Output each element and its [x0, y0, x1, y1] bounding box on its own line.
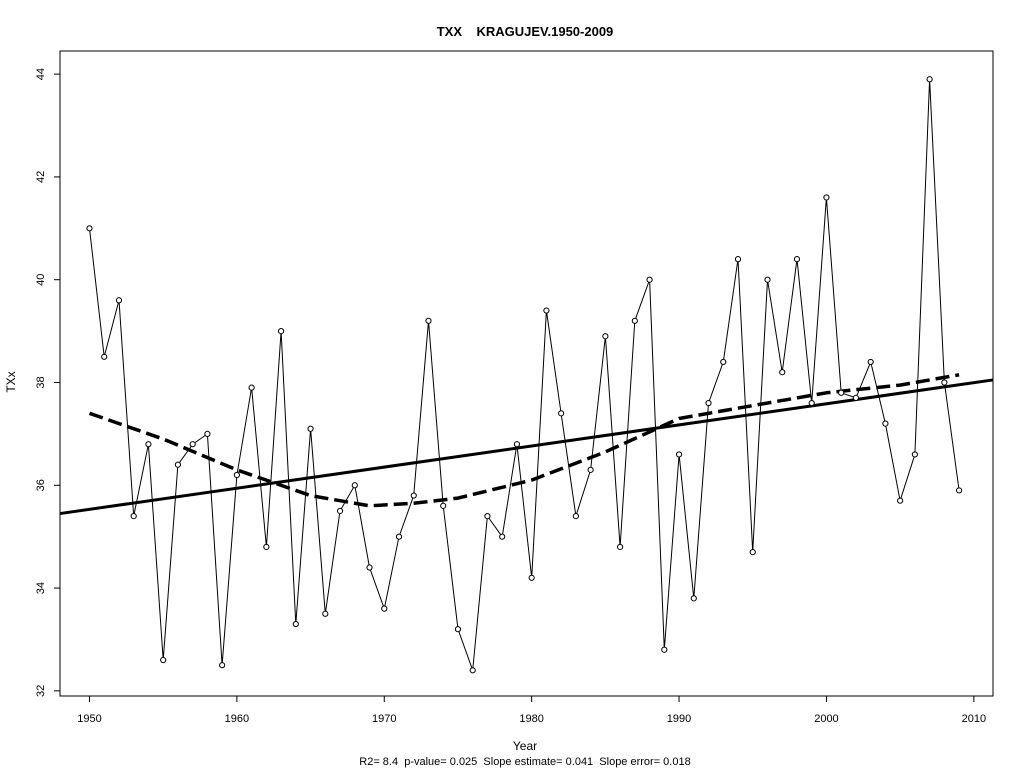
data-point — [749, 548, 756, 556]
y-tick-label: 36 — [35, 479, 47, 491]
data-point — [675, 451, 683, 458]
data-point — [911, 451, 918, 458]
y-tick-label: 38 — [35, 376, 47, 388]
y-axis-label: TXx — [4, 371, 18, 392]
data-point — [277, 327, 285, 335]
data-point — [690, 595, 697, 602]
smoothed-trend-line — [88, 373, 960, 508]
data-point — [381, 605, 388, 612]
data-point — [955, 487, 963, 494]
observed-series-line — [89, 79, 960, 671]
data-point — [189, 441, 196, 448]
data-point — [808, 399, 815, 407]
data-point — [395, 533, 403, 540]
data-point — [528, 574, 535, 581]
data-point — [366, 564, 373, 571]
x-tick-label: 2000 — [814, 713, 838, 725]
data-point — [425, 317, 432, 324]
data-point — [454, 626, 462, 633]
data-point — [322, 610, 329, 617]
data-point — [941, 379, 948, 386]
data-point — [263, 543, 270, 551]
x-axis-label: Year — [513, 739, 537, 753]
data-point — [115, 297, 123, 304]
data-point — [631, 317, 638, 324]
data-point — [499, 533, 506, 540]
data-point — [219, 662, 226, 669]
data-point — [587, 466, 594, 473]
data-point — [926, 76, 933, 83]
linear-trend-line — [59, 378, 994, 516]
x-tick-label: 1970 — [372, 713, 396, 725]
data-point — [410, 492, 417, 499]
data-point — [852, 394, 860, 402]
data-point — [101, 353, 108, 360]
y-axis: 32 34 36 38 40 42 44 — [35, 68, 60, 697]
data-point — [351, 482, 358, 489]
x-axis: 1950 1960 1970 1980 1990 2000 2010 — [77, 696, 986, 725]
data-point — [204, 430, 211, 437]
data-point — [734, 256, 742, 263]
data-point — [616, 543, 624, 551]
data-point — [646, 276, 653, 283]
data-point — [661, 646, 668, 653]
plot-frame — [59, 50, 994, 697]
data-point — [572, 513, 579, 520]
data-point — [130, 513, 137, 520]
data-point — [484, 513, 491, 520]
data-point — [558, 410, 565, 417]
regression-stats-footer: R2= 8.4 p-value= 0.025 Slope estimate= 0… — [359, 756, 690, 768]
data-point — [793, 256, 801, 263]
data-point — [823, 194, 830, 201]
chart-title: TXX KRAGUJEV.1950-2009 — [437, 24, 614, 39]
y-tick-label: 42 — [35, 171, 47, 183]
data-point — [174, 461, 182, 468]
data-point — [897, 497, 904, 504]
data-point — [233, 471, 240, 479]
series-layer — [59, 76, 994, 674]
data-point — [248, 384, 255, 391]
data-point — [307, 425, 314, 432]
data-point — [838, 389, 845, 396]
y-tick-label: 44 — [35, 68, 47, 80]
y-tick-label: 32 — [35, 685, 47, 697]
data-point — [160, 656, 167, 664]
data-point — [513, 441, 521, 448]
data-point — [882, 420, 889, 427]
x-tick-label: 1950 — [77, 713, 101, 725]
data-point — [602, 333, 609, 340]
x-tick-label: 2010 — [962, 713, 986, 725]
data-point — [779, 369, 786, 376]
y-tick-label: 34 — [35, 582, 47, 594]
data-point — [720, 358, 727, 366]
x-tick-label: 1980 — [519, 713, 543, 725]
data-point — [705, 399, 712, 407]
x-tick-label: 1990 — [667, 713, 691, 725]
data-point — [764, 276, 771, 283]
data-point — [336, 507, 344, 515]
data-point — [145, 441, 152, 448]
data-point — [440, 502, 447, 509]
data-point — [86, 225, 93, 232]
data-point — [867, 358, 874, 366]
data-point — [292, 620, 299, 628]
data-point — [543, 307, 550, 314]
data-point — [469, 667, 476, 674]
y-tick-label: 40 — [35, 274, 47, 286]
x-tick-label: 1960 — [225, 713, 249, 725]
